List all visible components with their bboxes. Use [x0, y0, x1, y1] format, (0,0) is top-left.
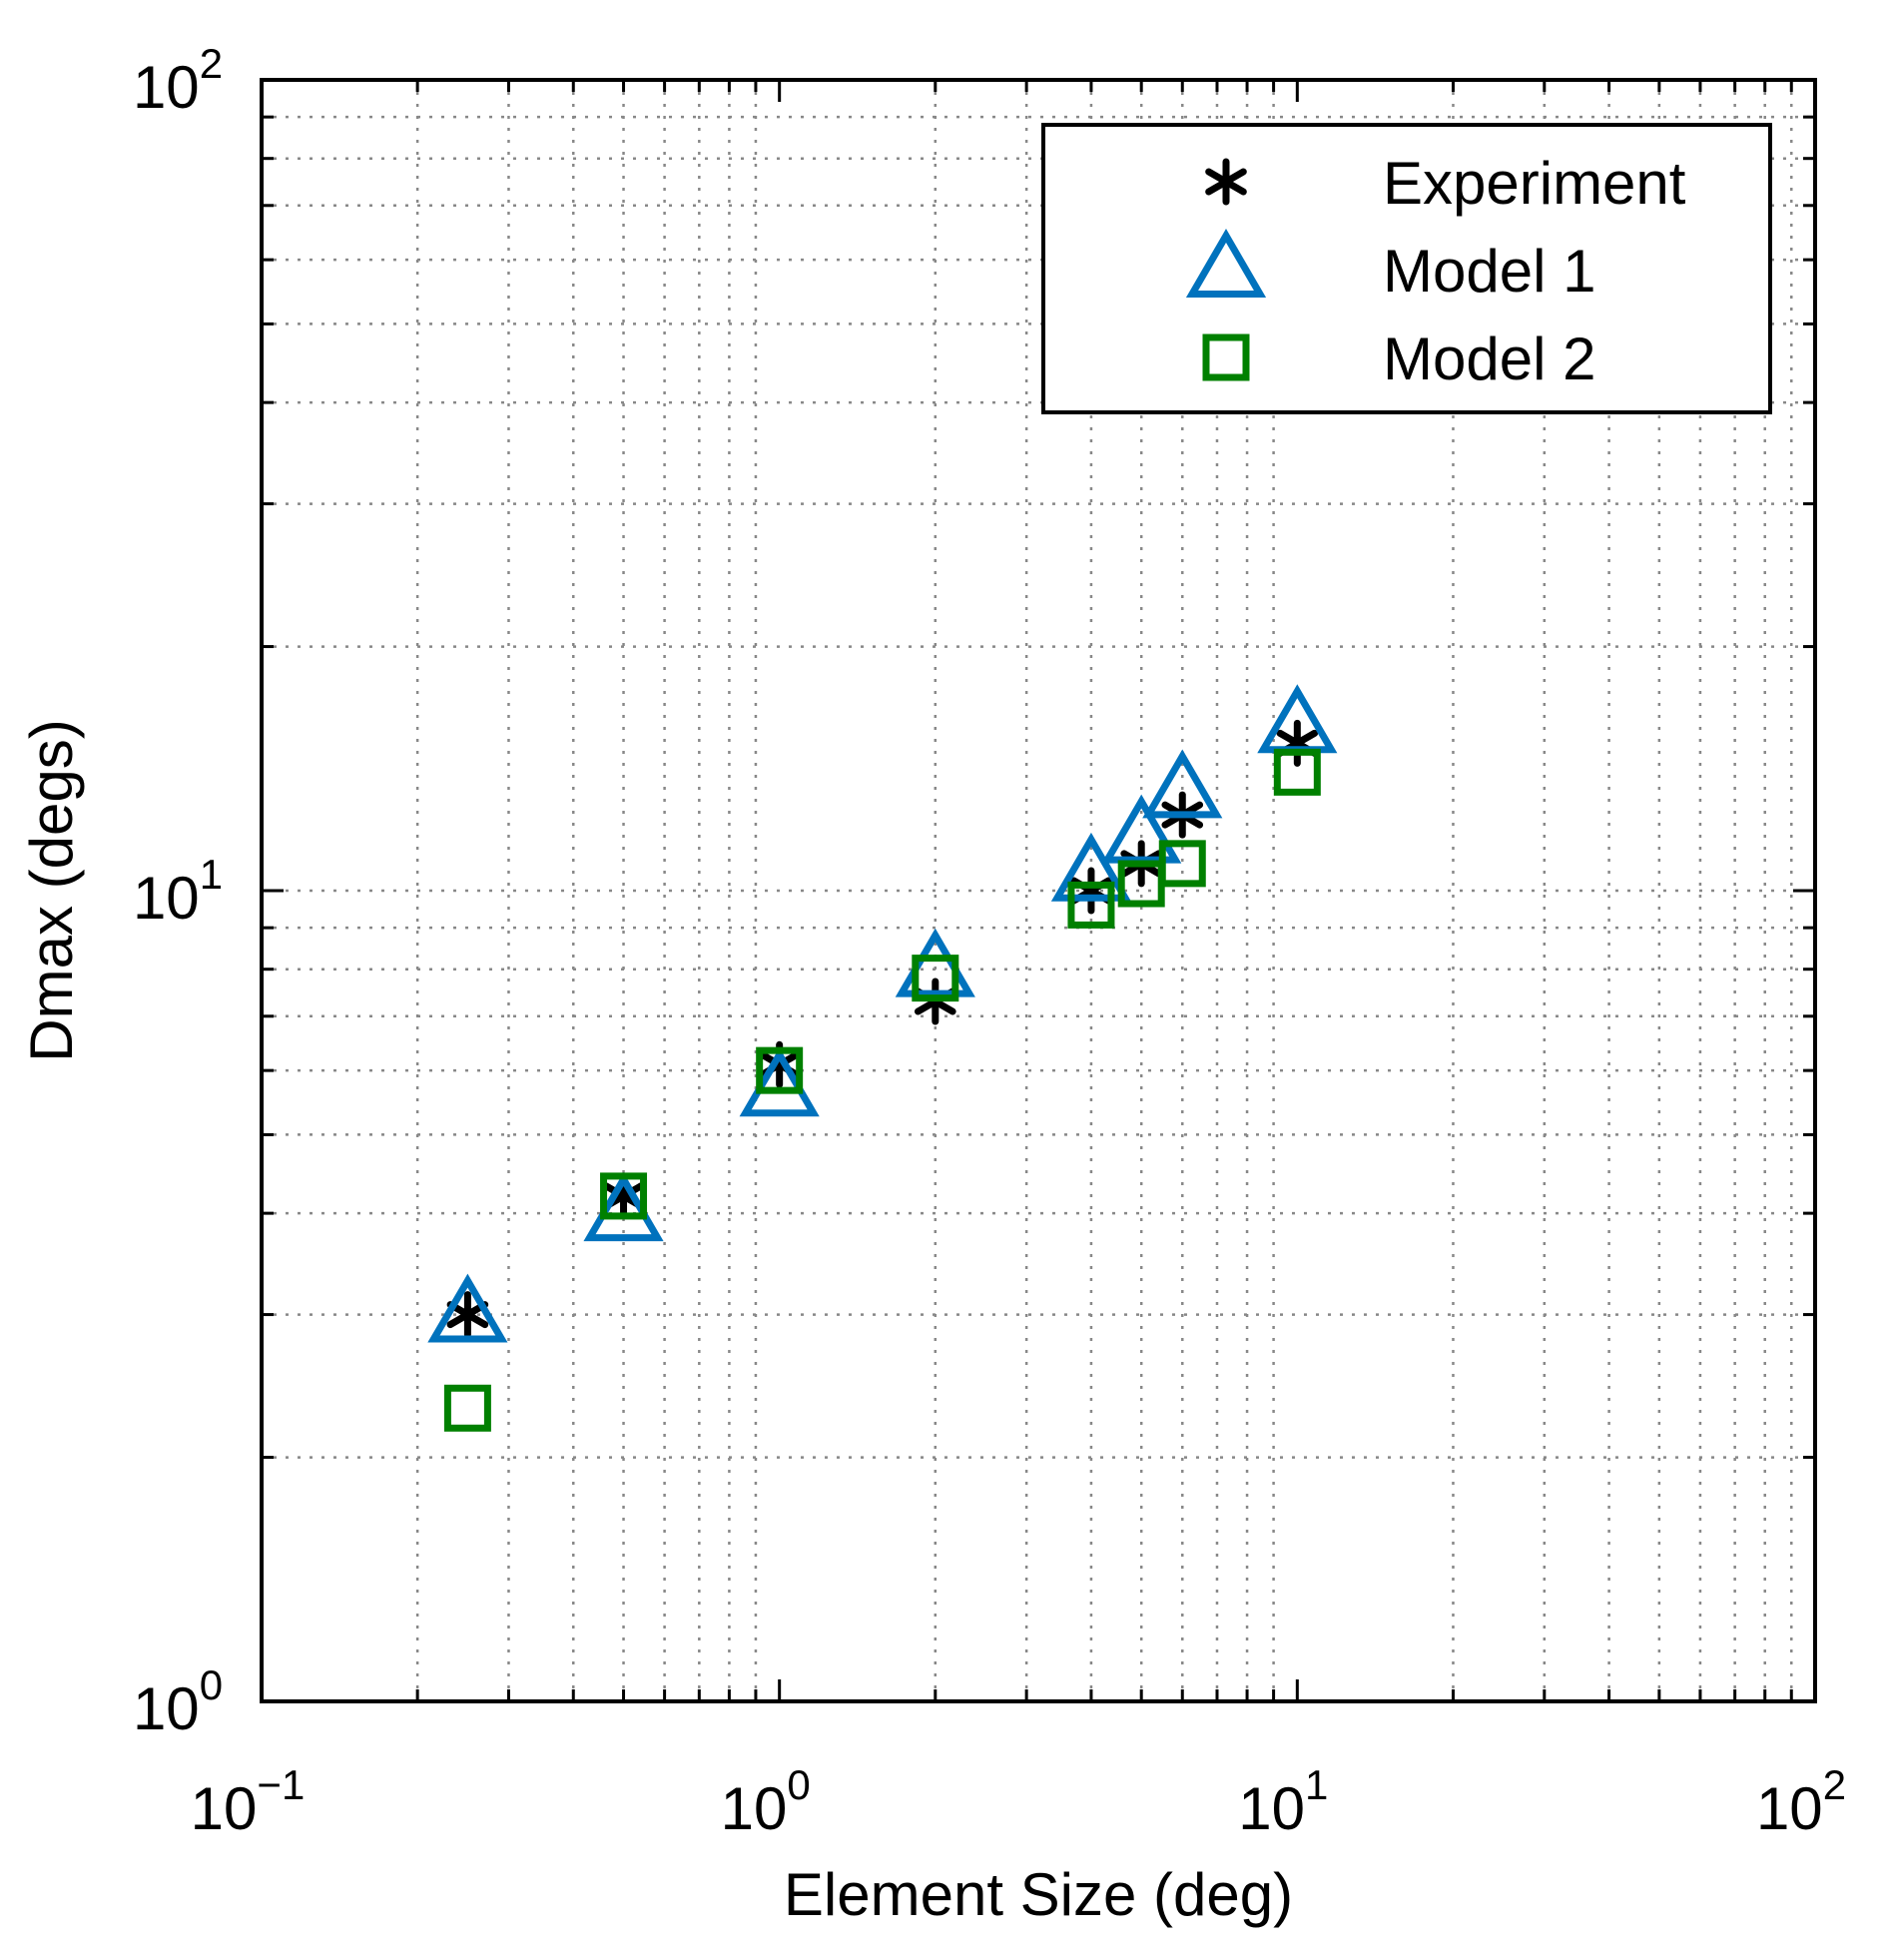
- y-axis-label: Dmax (degs): [18, 719, 85, 1061]
- x-tick-label-base: 10: [1238, 1775, 1305, 1842]
- asterisk-data-point: [446, 1291, 489, 1339]
- triangle-data-point: [427, 1273, 508, 1343]
- x-tick-label: 100: [721, 1761, 811, 1842]
- series-model-2: [443, 748, 1321, 1432]
- legend-marker-triangle: [1185, 229, 1267, 298]
- y-tick-label-base: 10: [133, 1675, 200, 1742]
- y-tick-label: 101: [133, 851, 223, 932]
- plot-area-frame: [260, 78, 1817, 1703]
- triangle-data-point: [1142, 749, 1223, 819]
- square-data-point: [912, 955, 959, 1002]
- data-markers: [427, 684, 1338, 1432]
- x-tick-label: 101: [1238, 1761, 1328, 1842]
- x-tick-label-exponent: 2: [1823, 1761, 1846, 1808]
- square-data-point: [443, 1384, 491, 1432]
- y-tick-label: 100: [133, 1661, 223, 1742]
- triangle-data-point: [1050, 832, 1132, 902]
- legend-entries: Experiment Model 1 Model 2: [1185, 150, 1686, 392]
- square-data-point: [756, 1046, 804, 1094]
- legend: Experiment Model 1 Model 2: [1041, 123, 1772, 414]
- x-tick-label-base: 10: [1756, 1775, 1823, 1842]
- square-data-point: [600, 1172, 648, 1220]
- asterisk-stroke: [1205, 168, 1247, 196]
- y-tick-label: 102: [133, 40, 223, 121]
- x-tick-label: 10−1: [191, 1761, 306, 1842]
- y-tick-label-base: 10: [133, 865, 200, 932]
- x-tick-label-base: 10: [191, 1775, 258, 1842]
- legend-box: [1041, 123, 1772, 414]
- x-tick-label-base: 10: [721, 1775, 788, 1842]
- legend-marker-asterisk: [1205, 158, 1247, 206]
- x-tick-label-exponent: 0: [787, 1761, 810, 1808]
- legend-entry: Model 2: [1202, 326, 1595, 392]
- x-tick-label: 102: [1756, 1761, 1846, 1842]
- legend-entry: Model 1: [1185, 229, 1595, 305]
- y-tick-label-exponent: 2: [200, 40, 223, 87]
- legend-entry: Experiment: [1205, 150, 1686, 217]
- triangle-data-point: [1101, 794, 1182, 864]
- x-tick-labels: 10−1 100 101 102: [191, 1761, 1846, 1842]
- x-axis-label: Element Size (deg): [784, 1861, 1293, 1928]
- square-data-point: [1158, 840, 1206, 888]
- legend-marker-square: [1202, 333, 1250, 381]
- legend-label: Model 1: [1383, 238, 1595, 305]
- square-data-point: [1067, 881, 1115, 929]
- x-tick-label-exponent: 1: [1305, 1761, 1328, 1808]
- legend-label: Experiment: [1383, 150, 1686, 217]
- x-tick-label-exponent: −1: [257, 1761, 305, 1808]
- y-tick-label-exponent: 0: [200, 1661, 223, 1708]
- legend-label: Model 2: [1383, 326, 1595, 392]
- asterisk-stroke: [446, 1301, 489, 1329]
- y-tick-label-exponent: 1: [200, 851, 223, 898]
- square-data-point: [1273, 748, 1321, 796]
- y-tick-label-base: 10: [133, 54, 200, 121]
